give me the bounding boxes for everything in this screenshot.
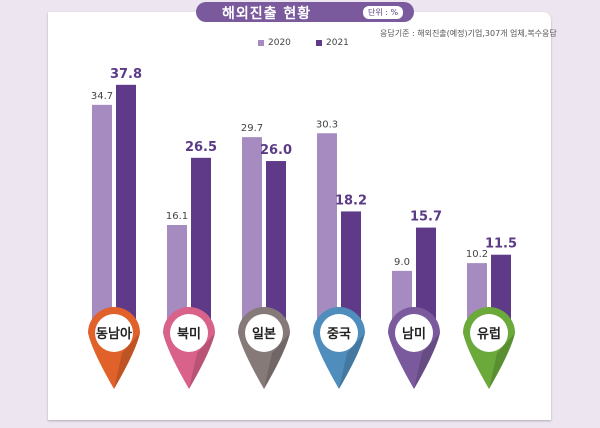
unit-badge: 단위 : % (363, 6, 404, 19)
category-label: 동남아 (96, 326, 132, 342)
bar-2020 (317, 133, 337, 329)
pin-label-circle (95, 314, 133, 352)
bar-2021 (191, 157, 211, 329)
pin-label-circle (320, 314, 358, 352)
bar-2020 (167, 224, 187, 329)
bar-2020 (242, 137, 262, 329)
bar-2021 (341, 211, 361, 329)
legend-label: 2021 (326, 38, 349, 48)
pin-label-circle (170, 314, 208, 352)
bar-2021 (416, 227, 436, 329)
category-label: 북미 (177, 326, 201, 342)
bar-2020 (92, 104, 112, 329)
data-label-2021: 15.7 (410, 210, 442, 225)
legend-label: 2020 (268, 38, 291, 48)
category-label: 중국 (327, 327, 351, 342)
data-label-2021: 26.5 (185, 140, 217, 155)
bar-2021 (116, 84, 136, 329)
data-label-2021: 26.0 (260, 143, 292, 158)
data-label-2021: 18.2 (335, 193, 367, 208)
data-label-2020: 30.3 (316, 119, 338, 130)
legend-item-2021: 2021 (316, 38, 349, 48)
category-label: 일본 (252, 327, 276, 342)
pin-label-circle (245, 314, 283, 352)
pin-shade (114, 333, 140, 389)
pin-shade (414, 333, 440, 389)
pin-shade (339, 333, 365, 389)
pin-shade (264, 333, 290, 389)
data-label-2020: 29.7 (241, 123, 263, 134)
response-basis-note: 응답기준 : 해외진출(예정)기업,307개 업체,복수응답 (380, 29, 557, 38)
title-pill (196, 2, 414, 22)
category-label: 유럽 (477, 327, 501, 342)
pin-label-circle (395, 314, 433, 352)
pin-shade (489, 333, 515, 389)
pin-shade (189, 333, 215, 389)
data-label-2020: 16.1 (166, 211, 188, 222)
legend-swatch (316, 40, 322, 46)
bar-2021 (266, 161, 286, 329)
legend-swatch (258, 40, 264, 46)
category-label: 남미 (402, 326, 426, 342)
chart-title: 해외진출 현황 (222, 6, 312, 22)
pin-label-circle (470, 314, 508, 352)
data-label-2021: 37.8 (110, 67, 142, 82)
data-label-2020: 10.2 (466, 249, 488, 260)
legend-item-2020: 2020 (258, 38, 291, 48)
data-label-2020: 34.7 (91, 91, 113, 102)
data-label-2020: 9.0 (394, 257, 410, 268)
data-label-2021: 11.5 (485, 237, 517, 252)
